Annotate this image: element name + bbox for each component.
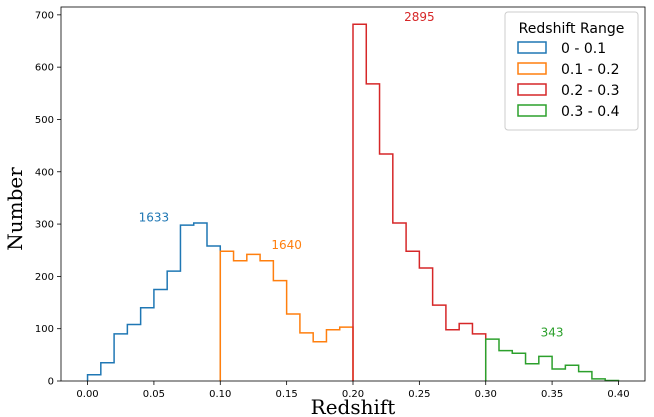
histogram-bin [499, 351, 512, 381]
histogram-bin [154, 289, 167, 381]
histogram-bin [380, 154, 393, 381]
histogram-bin [234, 261, 247, 381]
histogram-bin [167, 271, 180, 381]
series-total-label: 343 [541, 326, 564, 340]
histogram-bin [260, 261, 273, 381]
legend-swatch [517, 83, 547, 96]
histogram-bin [472, 334, 485, 381]
histogram-bin [180, 225, 193, 381]
x-tick-label: 0.15 [276, 389, 298, 400]
histogram-bin [287, 314, 300, 381]
histogram-bin [141, 308, 154, 381]
histogram-bin [273, 281, 286, 381]
histogram-bin [340, 327, 353, 381]
x-axis-title: Redshift [311, 395, 396, 417]
histogram-bin [127, 325, 140, 381]
histogram-bin [579, 372, 592, 381]
x-tick-label: 0.00 [76, 389, 98, 400]
histogram-bin [313, 342, 326, 381]
legend-label: 0.3 - 0.4 [561, 104, 620, 120]
x-tick-label: 0.05 [143, 389, 165, 400]
plot-axes: 0.00 0.05 0.10 0.15 0.20 0.25 0.30 0.35 0.40 0 100… [35, 10, 630, 400]
series-layer [86, 23, 620, 382]
histogram-bin [393, 223, 406, 381]
series-total-label: 2895 [404, 10, 435, 24]
y-tick-label: 600 [35, 63, 54, 74]
histogram-series-1 [86, 222, 222, 381]
histogram-bin [326, 330, 339, 381]
histogram-bin [486, 339, 499, 381]
histogram-bin [194, 223, 207, 381]
histogram-bin [207, 246, 220, 381]
histogram-bin [247, 254, 260, 381]
histogram-bin [300, 333, 313, 381]
y-tick-label: 0 [48, 377, 54, 388]
x-tick-label: 0.10 [209, 389, 231, 400]
y-tick-label: 300 [35, 220, 54, 231]
histogram-bin [114, 334, 127, 381]
legend-swatch [517, 62, 547, 75]
x-tick-label: 0.20 [342, 389, 364, 400]
histogram-bin [433, 305, 446, 381]
y-tick-label: 700 [35, 10, 54, 21]
annotation-layer: 1633 1640 2895 343 [139, 10, 564, 339]
x-tick-label: 0.40 [607, 389, 629, 400]
legend-label: 0.2 - 0.3 [561, 83, 619, 99]
legend-swatch [517, 41, 547, 54]
legend-label: 0 - 0.1 [561, 41, 606, 57]
x-tick-label: 0.35 [541, 389, 563, 400]
histogram-bin [552, 369, 565, 381]
histogram-bin [512, 353, 525, 381]
series-total-label: 1640 [271, 238, 302, 252]
histogram-bin [446, 330, 459, 381]
y-tick-label: 200 [35, 272, 54, 283]
histogram-bin [220, 251, 233, 381]
histogram-bin [526, 364, 539, 381]
histogram-series-3 [352, 23, 487, 381]
y-tick-label: 500 [35, 115, 54, 126]
histogram-bin [88, 375, 101, 381]
legend: Redshift Range 0 - 0.1 0.1 - 0.2 0.2 - 0.3… [504, 11, 639, 131]
histogram-bin [366, 84, 379, 381]
y-axis-title: Number [3, 167, 27, 251]
histogram-bin [459, 323, 472, 381]
histogram-series-4 [484, 338, 620, 382]
histogram-bin [539, 356, 552, 381]
legend-title: Redshift Range [519, 21, 625, 37]
histogram-bin [565, 365, 578, 381]
legend-label: 0.1 - 0.2 [561, 62, 619, 78]
plot-frame [60, 6, 646, 382]
y-tick-label: 400 [35, 167, 54, 178]
x-tick-label: 0.30 [475, 389, 497, 400]
series-total-label: 1633 [139, 210, 170, 224]
histogram-series-2 [219, 250, 354, 381]
histogram-bin [101, 363, 114, 381]
legend-swatch [517, 104, 547, 117]
histogram-bin [406, 251, 419, 381]
y-tick-label: 100 [35, 324, 54, 335]
histogram-bin [419, 268, 432, 381]
x-tick-label: 0.25 [408, 389, 430, 400]
histogram-bin [353, 24, 366, 381]
